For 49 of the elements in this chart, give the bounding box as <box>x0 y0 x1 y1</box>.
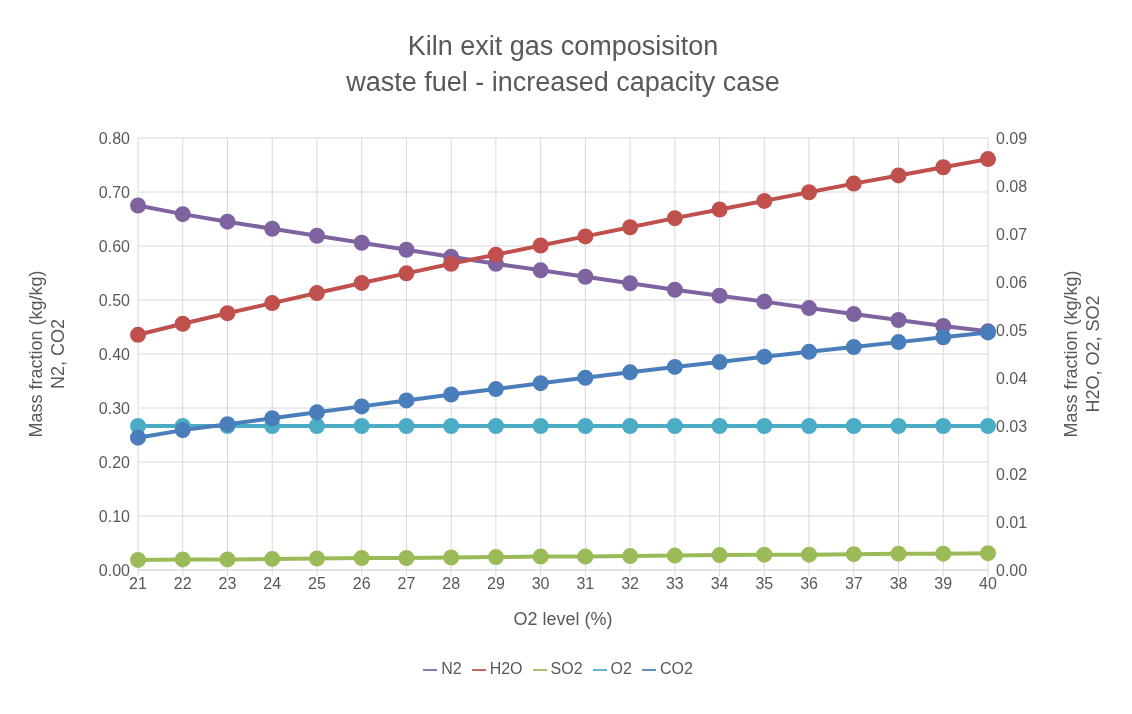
y-tick-label: 0.50 <box>98 291 131 309</box>
y2-tick-label: 0.09 <box>996 129 1028 147</box>
chart-title: Kiln exit gas composisiton <box>406 30 720 63</box>
y2-tick-label: 0.08 <box>996 177 1028 195</box>
y2-tick-label: 0.00 <box>996 561 1028 579</box>
x-tick-label: 35 <box>755 575 774 593</box>
x-tick-label: 33 <box>665 575 684 593</box>
y2-tick-label: 0.03 <box>996 417 1028 435</box>
y-tick-label: 0.20 <box>98 453 131 471</box>
legend-label: H2O <box>489 660 523 677</box>
x-tick-label: 39 <box>934 575 953 593</box>
x-tick-label: 34 <box>710 575 729 593</box>
y2-axis-title: Mass fraction (kg/kg) H2O, O2, SO2 <box>1061 270 1103 438</box>
legend-label: O2 <box>610 660 632 677</box>
y-tick-label: 0.00 <box>98 561 131 579</box>
y-tick-label: 0.30 <box>98 399 131 417</box>
y2-tick-label: 0.02 <box>996 465 1028 483</box>
x-tick-label: 22 <box>173 575 192 593</box>
y2-tick-label: 0.06 <box>996 273 1028 291</box>
x-tick-label: 21 <box>129 575 147 593</box>
y-tick-label: 0.40 <box>98 345 131 363</box>
x-tick-label: 31 <box>576 575 595 593</box>
x-tick-label: 23 <box>218 575 237 593</box>
chart-subtitle: waste fuel - increased capacity case <box>345 66 781 99</box>
y2-tick-label: 0.07 <box>996 225 1028 243</box>
y-tick-label: 0.70 <box>98 183 131 201</box>
legend-label: N2 <box>441 660 462 677</box>
y-axis-title: Mass fraction (kg/kg) N2, CO2 <box>26 270 68 438</box>
x-tick-label: 29 <box>487 575 505 593</box>
x-tick-label: 32 <box>621 575 640 593</box>
x-axis-title: O2 level (%) <box>513 609 613 629</box>
y2-tick-label: 0.01 <box>996 513 1028 531</box>
x-tick-label: 36 <box>800 575 819 593</box>
x-tick-label: 37 <box>844 575 863 593</box>
x-tick-label: 28 <box>442 575 461 593</box>
y-tick-label: 0.60 <box>98 237 131 255</box>
x-tick-label: 40 <box>979 575 997 593</box>
x-tick-label: 26 <box>352 575 371 593</box>
x-tick-label: 27 <box>397 575 416 593</box>
x-tick-label: 24 <box>263 575 282 593</box>
y-tick-label: 0.80 <box>98 129 131 147</box>
y-tick-label: 0.10 <box>98 507 131 525</box>
y2-tick-label: 0.05 <box>996 321 1028 339</box>
y2-tick-label: 0.04 <box>996 369 1028 387</box>
x-tick-label: 30 <box>531 575 550 593</box>
legend-label: SO2 <box>550 660 583 677</box>
x-tick-label: 38 <box>889 575 908 593</box>
x-tick-label: 25 <box>308 575 326 593</box>
legend-label: CO2 <box>659 660 693 677</box>
